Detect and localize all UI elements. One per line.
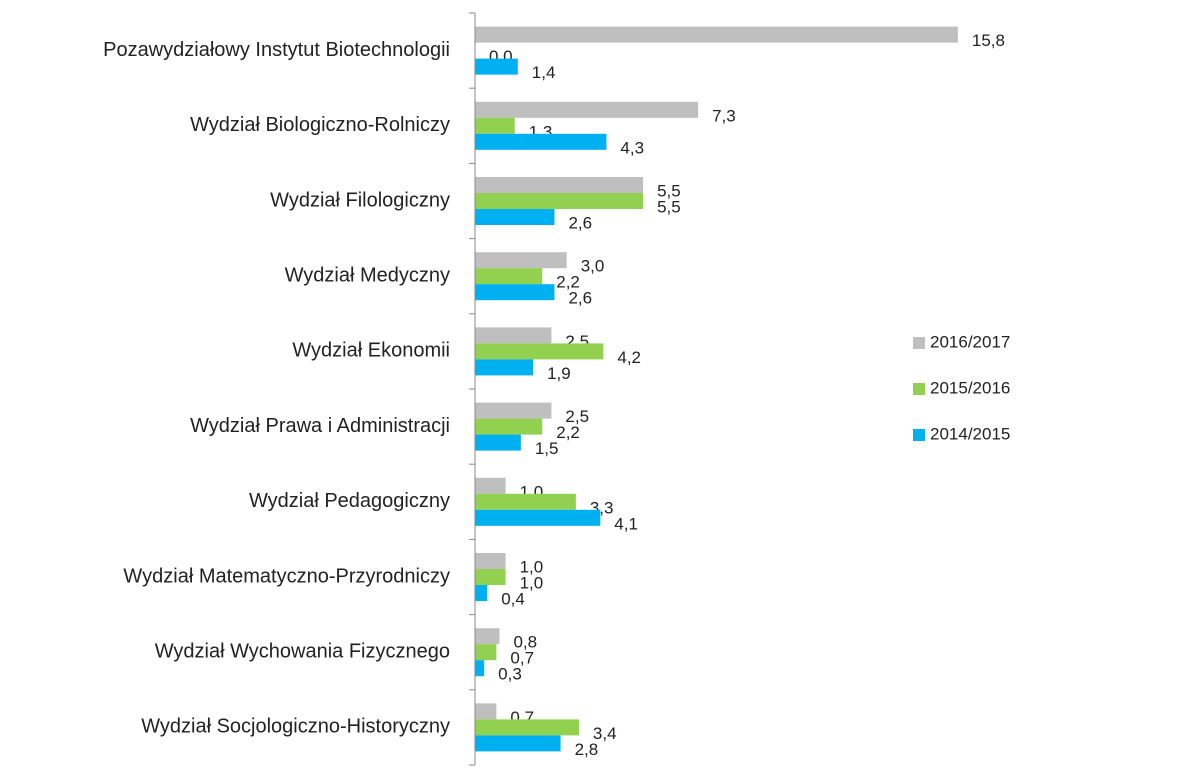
value-label: 5,5 bbox=[657, 197, 681, 216]
category-label: Wydział Biologiczno-Rolniczy bbox=[190, 114, 450, 136]
category-label: Wydział Wychowania Fizycznego bbox=[155, 640, 450, 662]
bar bbox=[475, 284, 555, 301]
value-label: 4,3 bbox=[620, 138, 644, 157]
bar bbox=[475, 628, 500, 645]
value-label: 15,8 bbox=[972, 31, 1005, 50]
bar bbox=[475, 719, 579, 736]
bar bbox=[475, 252, 567, 269]
value-label: 3,4 bbox=[593, 724, 617, 743]
value-label: 0,8 bbox=[513, 633, 537, 652]
bar bbox=[475, 477, 506, 494]
bar bbox=[475, 402, 552, 419]
value-label: 2,6 bbox=[568, 289, 592, 308]
category-label: Wydział Medyczny bbox=[285, 264, 450, 286]
bar bbox=[475, 553, 506, 569]
bar bbox=[475, 26, 958, 43]
legend-swatch bbox=[913, 429, 925, 441]
category-label: Wydział Ekonomii bbox=[292, 340, 450, 362]
bar bbox=[475, 434, 521, 451]
bar bbox=[475, 117, 515, 134]
category-label: Wydział Prawa i Administracji bbox=[190, 415, 450, 437]
bar bbox=[475, 569, 506, 585]
bar bbox=[475, 268, 543, 285]
category-label: Wydział Socjologiczno-Historyczny bbox=[141, 716, 450, 738]
bar bbox=[475, 133, 607, 150]
bar bbox=[475, 493, 576, 510]
value-label: 1,0 bbox=[520, 573, 544, 592]
value-label: 0,7 bbox=[510, 649, 534, 668]
bar bbox=[475, 359, 534, 376]
bar bbox=[475, 327, 552, 344]
value-label: 5,5 bbox=[657, 181, 681, 200]
bar bbox=[475, 509, 601, 526]
value-label: 2,8 bbox=[575, 740, 599, 759]
value-label: 2,2 bbox=[556, 273, 580, 292]
bar bbox=[475, 585, 488, 601]
value-label: 4,1 bbox=[614, 514, 638, 533]
category-label: Pozawydziałowy Instytut Biotechnologii bbox=[103, 39, 450, 61]
legend-swatch bbox=[913, 383, 925, 395]
bar bbox=[475, 703, 497, 720]
category-label: Wydział Pedagogiczny bbox=[249, 490, 450, 512]
value-label: 0,4 bbox=[501, 589, 525, 608]
legend-swatch bbox=[913, 337, 925, 349]
legend-label: 2014/2015 bbox=[930, 424, 1010, 443]
category-label: Wydział Matematyczno-Przyrodniczy bbox=[123, 565, 450, 587]
value-label: 0,3 bbox=[498, 665, 522, 684]
value-label: 2,6 bbox=[568, 213, 592, 232]
value-label: 2,5 bbox=[565, 407, 589, 426]
value-label: 3,0 bbox=[581, 257, 605, 276]
bar bbox=[475, 343, 604, 360]
value-label: 1,0 bbox=[520, 557, 544, 576]
bar bbox=[475, 209, 555, 225]
bar bbox=[475, 193, 644, 209]
legend-label: 2015/2016 bbox=[930, 378, 1010, 397]
value-label: 2,2 bbox=[556, 423, 580, 442]
bar bbox=[475, 660, 485, 677]
category-label: Wydział Filologiczny bbox=[270, 189, 450, 211]
value-label: 4,2 bbox=[617, 348, 641, 367]
value-label: 1,5 bbox=[535, 439, 559, 458]
bar bbox=[475, 735, 561, 752]
bar bbox=[475, 177, 644, 193]
value-label: 1,4 bbox=[532, 63, 556, 82]
value-label: 7,3 bbox=[712, 106, 736, 125]
bar bbox=[475, 418, 543, 435]
bar bbox=[475, 101, 699, 118]
value-label: 1,9 bbox=[547, 364, 571, 383]
bar bbox=[475, 644, 497, 661]
bar bbox=[475, 58, 518, 75]
legend-label: 2016/2017 bbox=[930, 332, 1010, 351]
